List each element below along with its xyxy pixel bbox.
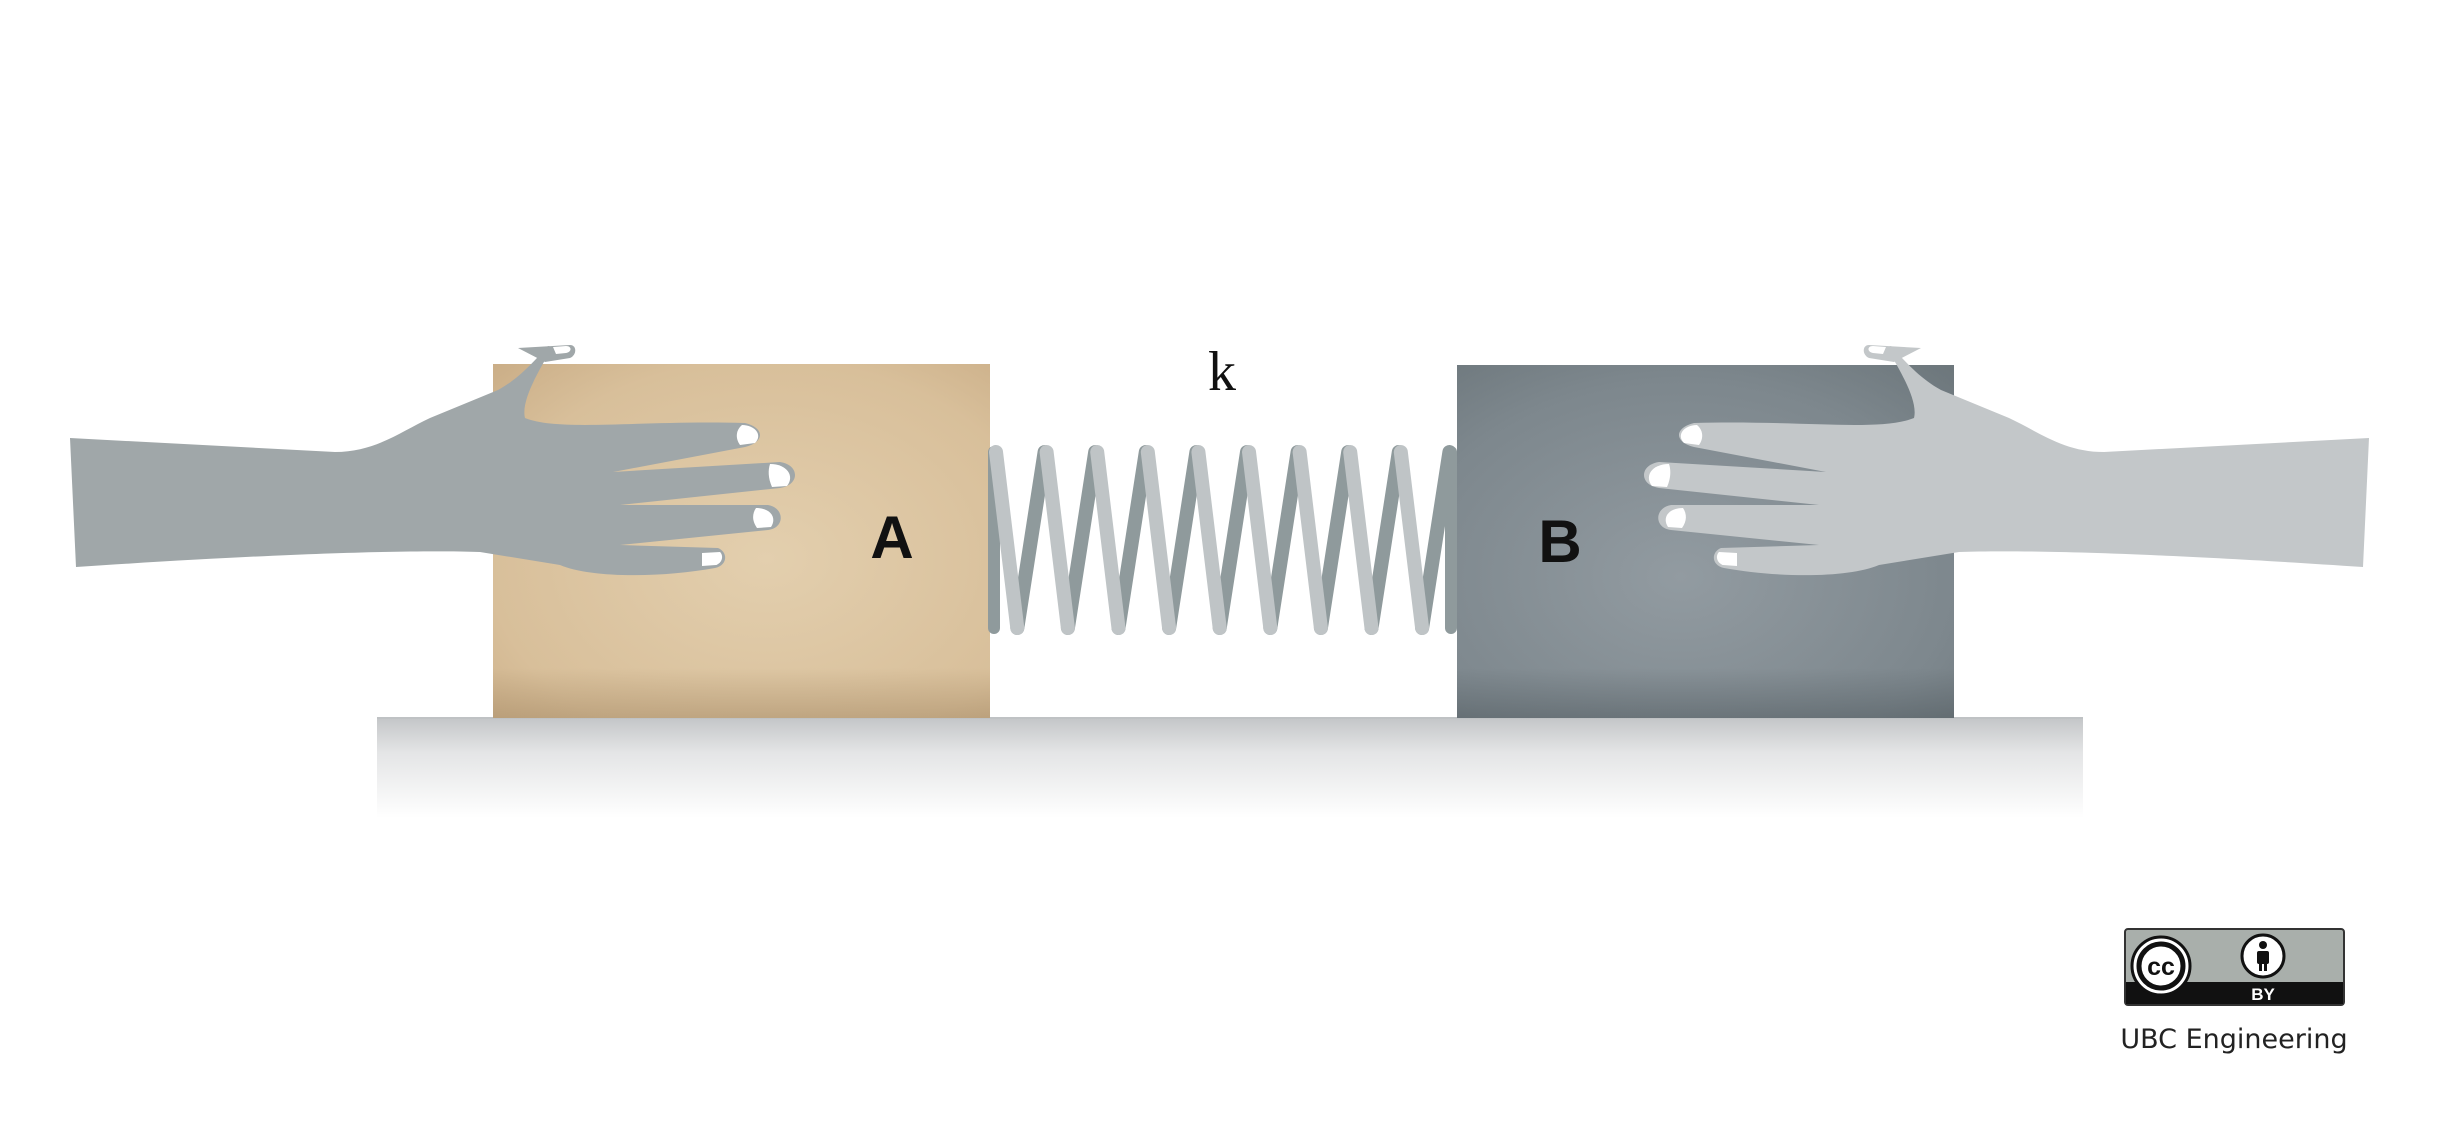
- spring-coil-back: [1415, 445, 1457, 635]
- spring-coil-front: [1090, 445, 1126, 635]
- by-label: BY: [2251, 985, 2275, 1004]
- attribution-icon: [2240, 933, 2286, 979]
- cc-by-license-badge: cc BY: [2124, 928, 2345, 1006]
- spring-coil-back: [1263, 445, 1305, 635]
- spring-coil-front: [1292, 445, 1328, 635]
- spring-constant-label: k: [1208, 341, 1236, 403]
- spring-coil-front: [1191, 445, 1227, 635]
- spring-coil-back: [1010, 445, 1052, 635]
- spring-coil-front: [989, 445, 1025, 635]
- spring-coil-back: [1162, 445, 1204, 635]
- spring-coil-front: [1242, 445, 1278, 635]
- block-a-label: A: [870, 504, 913, 571]
- spring-coil-back: [1060, 445, 1103, 635]
- spring-coil-front: [1039, 445, 1075, 635]
- support-surface: [377, 717, 2083, 818]
- spring-coil-front: [1140, 445, 1177, 635]
- spring-coil-back: [1313, 445, 1356, 635]
- spring: [988, 445, 1457, 635]
- cc-label: cc: [2147, 953, 2175, 981]
- spring-coil-back: [1364, 445, 1406, 635]
- hand-left-icon: [70, 345, 795, 576]
- credit-text: UBC Engineering: [2120, 1024, 2347, 1055]
- spring-coil-back: [1212, 445, 1255, 635]
- spring-coil-front: [1343, 445, 1379, 635]
- block-b-label: B: [1538, 508, 1581, 575]
- hand-right-icon: [1644, 345, 2369, 576]
- spring-coil-front: [1393, 445, 1430, 635]
- spring-coil-back: [1111, 445, 1153, 635]
